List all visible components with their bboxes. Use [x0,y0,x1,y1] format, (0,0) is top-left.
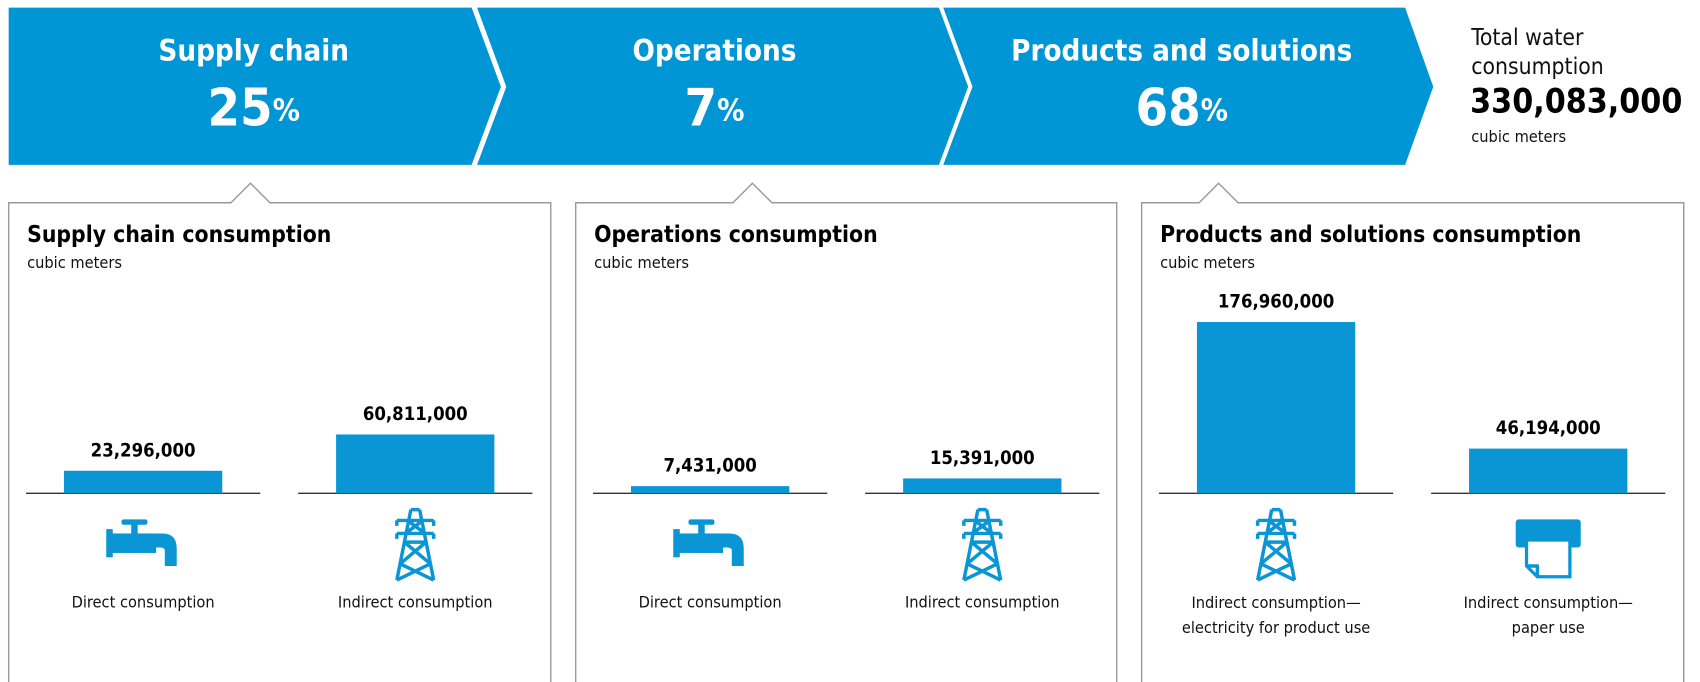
icon [962,507,1003,582]
bar [630,486,790,494]
icon-part [153,533,177,566]
category-label: Direct consumption [639,592,782,611]
chart-title: Supply chain consumption [27,222,331,248]
bar-chart: Supply chain consumption cubic meters 23,2… [26,222,533,611]
value-label: 46,194,000 [1496,418,1601,439]
icon-part [1255,507,1297,582]
icon-part [962,507,1003,582]
value-label: 60,811,000 [363,404,468,425]
chevron [477,7,969,165]
chevron [943,7,1434,165]
icon-part [395,507,436,582]
icon-part [108,533,157,553]
chart-subtitle: cubic meters [594,253,689,272]
chart-subtitle: cubic meters [27,253,122,272]
bar [903,478,1062,494]
total-title: Total water consumption [1470,24,1604,79]
icon-part [106,529,113,558]
segment-title: Supply chain [158,34,349,68]
category-label: Indirect consumption— electricity for pro… [1182,592,1370,636]
bar-chart: Operations consumption cubic meters 7,431,… [593,222,1100,611]
category-label: Direct consumption [72,592,215,611]
category-label: Indirect consumption— paper use [1464,592,1633,636]
value-label: 176,960,000 [1218,292,1334,313]
value-label: 7,431,000 [663,456,756,477]
bar-chart: Products and solutions consumption cubic … [1158,222,1666,636]
chart-subtitle: cubic meters [1160,253,1255,272]
panels [7,182,1685,682]
icon [673,519,744,566]
total-unit: cubic meters [1471,127,1566,146]
bar [336,434,495,494]
panel-frame [1140,182,1685,682]
icon-part [720,533,744,566]
bar [1196,322,1356,494]
category-label: Indirect consumption [338,592,493,611]
segment-title: Operations [632,34,796,68]
icon [106,519,177,566]
chevron [8,7,501,165]
icon-part [1524,538,1572,579]
total-value: 330,083,000 [1470,82,1682,121]
segment-share: 25% [207,79,300,139]
value-label: 23,296,000 [91,440,196,461]
icon-part [675,533,724,553]
icon-part [1526,564,1540,577]
bar [1469,448,1628,494]
icon-part [698,522,705,536]
bar [63,470,223,494]
panel-frame [574,182,1118,682]
icon-part [688,519,715,525]
icon [1255,507,1297,582]
icon-part [121,519,148,525]
icon [1515,519,1581,579]
chart-title: Products and solutions consumption [1160,222,1581,248]
icon [395,507,436,582]
segment-share: 68% [1136,79,1229,139]
panel-frame [7,182,552,682]
segment-share: 7% [685,79,745,139]
icon-part [131,522,138,536]
value-label: 15,391,000 [930,448,1035,469]
category-label: Indirect consumption [905,592,1060,611]
icon-part [673,529,680,558]
chart-title: Operations consumption [594,222,878,248]
segment-title: Products and solutions [1011,34,1352,68]
banner: Supply chain 25% Operations 7% Products and … [8,7,1434,165]
